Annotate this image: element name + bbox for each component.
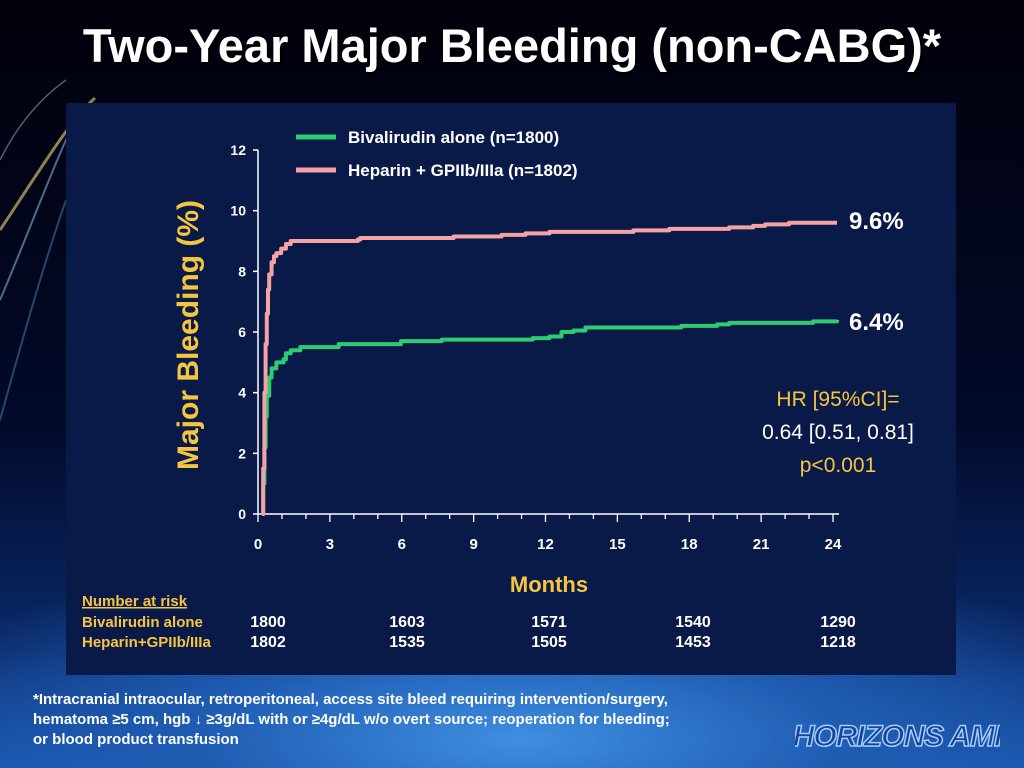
risk-values: 1800 1603 1571 1540 1290 1802 1535 1505 1453 1218 bbox=[250, 614, 856, 651]
risk-row-label-bivalirudin: Bivalirudin alone bbox=[82, 614, 203, 631]
risk-value: 1535 bbox=[389, 634, 425, 651]
footnote-line-1: *Intracranial intraocular, retroperitone… bbox=[33, 691, 668, 708]
x-axis-label: Months bbox=[510, 572, 588, 597]
chart-panel: Major Bleeding (%) 0 2 4 6 8 10 12 0 3 6 9 12 15 18 2… bbox=[66, 103, 956, 675]
logo-text: HORIZONS AMI bbox=[795, 720, 1000, 753]
y-tick-label: 4 bbox=[238, 385, 246, 401]
y-tick-labels: 0 2 4 6 8 10 12 bbox=[230, 142, 258, 522]
x-tick-label: 3 bbox=[326, 536, 334, 553]
legend-label-heparin: Heparin + GPIIb/IIIa (n=1802) bbox=[348, 161, 578, 180]
y-tick-label: 0 bbox=[238, 506, 246, 522]
p-value: p<0.001 bbox=[800, 454, 877, 477]
y-tick-label: 2 bbox=[238, 445, 246, 461]
end-label-bivalirudin: 6.4% bbox=[849, 309, 904, 336]
x-tick-label: 6 bbox=[398, 536, 406, 553]
risk-table-header: Number at risk bbox=[82, 593, 188, 610]
series-lines bbox=[261, 220, 839, 516]
footnote-line-3: or blood product transfusion bbox=[33, 731, 239, 748]
x-tick-label: 9 bbox=[469, 536, 477, 553]
risk-row-label-heparin: Heparin+GPIIb/IIIa bbox=[82, 634, 211, 651]
footnote-line-2: hematoma ≥5 cm, hgb ↓ ≥3g/dL with or ≥4g… bbox=[33, 711, 670, 728]
risk-table: Number at risk Bivalirudin alone Heparin… bbox=[82, 593, 856, 651]
x-tick-label: 18 bbox=[681, 536, 698, 553]
y-tick-label: 10 bbox=[230, 203, 246, 219]
y-tick-label: 8 bbox=[238, 263, 246, 279]
x-tick-label: 12 bbox=[537, 536, 554, 553]
risk-value: 1603 bbox=[389, 614, 425, 631]
risk-value: 1540 bbox=[675, 614, 711, 631]
x-tick-labels: 0 3 6 9 12 15 18 21 24 bbox=[254, 514, 842, 553]
end-label-heparin: 9.6% bbox=[849, 208, 904, 235]
hr-value: 0.64 [0.51, 0.81] bbox=[762, 421, 914, 444]
y-tick-label: 12 bbox=[230, 142, 246, 158]
risk-value: 1802 bbox=[250, 634, 286, 651]
risk-value: 1571 bbox=[531, 614, 567, 631]
risk-value: 1218 bbox=[820, 634, 856, 651]
x-tick-label: 21 bbox=[753, 536, 770, 553]
hr-annotation: HR [95%CI]= 0.64 [0.51, 0.81] p<0.001 bbox=[762, 388, 914, 477]
risk-value: 1800 bbox=[250, 614, 286, 631]
risk-value: 1453 bbox=[675, 634, 711, 651]
legend: Bivalirudin alone (n=1800) Heparin + GPI… bbox=[296, 128, 578, 180]
risk-value: 1290 bbox=[820, 614, 856, 631]
y-tick-label: 6 bbox=[238, 324, 246, 340]
hr-label: HR [95%CI]= bbox=[776, 388, 899, 411]
axes bbox=[257, 150, 839, 515]
x-tick-label: 15 bbox=[609, 536, 626, 553]
x-tick-label: 24 bbox=[825, 536, 842, 553]
legend-label-bivalirudin: Bivalirudin alone (n=1800) bbox=[348, 128, 559, 147]
series-line-heparin bbox=[261, 220, 837, 516]
series-line-bivalirudin bbox=[261, 319, 839, 516]
slide-title: Two-Year Major Bleeding (non-CABG)* bbox=[82, 19, 942, 72]
footnote: *Intracranial intraocular, retroperitone… bbox=[33, 690, 793, 750]
horizons-ami-logo: HORIZONS AMI bbox=[795, 719, 1000, 754]
x-tick-label: 0 bbox=[254, 536, 262, 553]
y-axis-label: Major Bleeding (%) bbox=[172, 200, 205, 470]
risk-value: 1505 bbox=[531, 634, 567, 651]
